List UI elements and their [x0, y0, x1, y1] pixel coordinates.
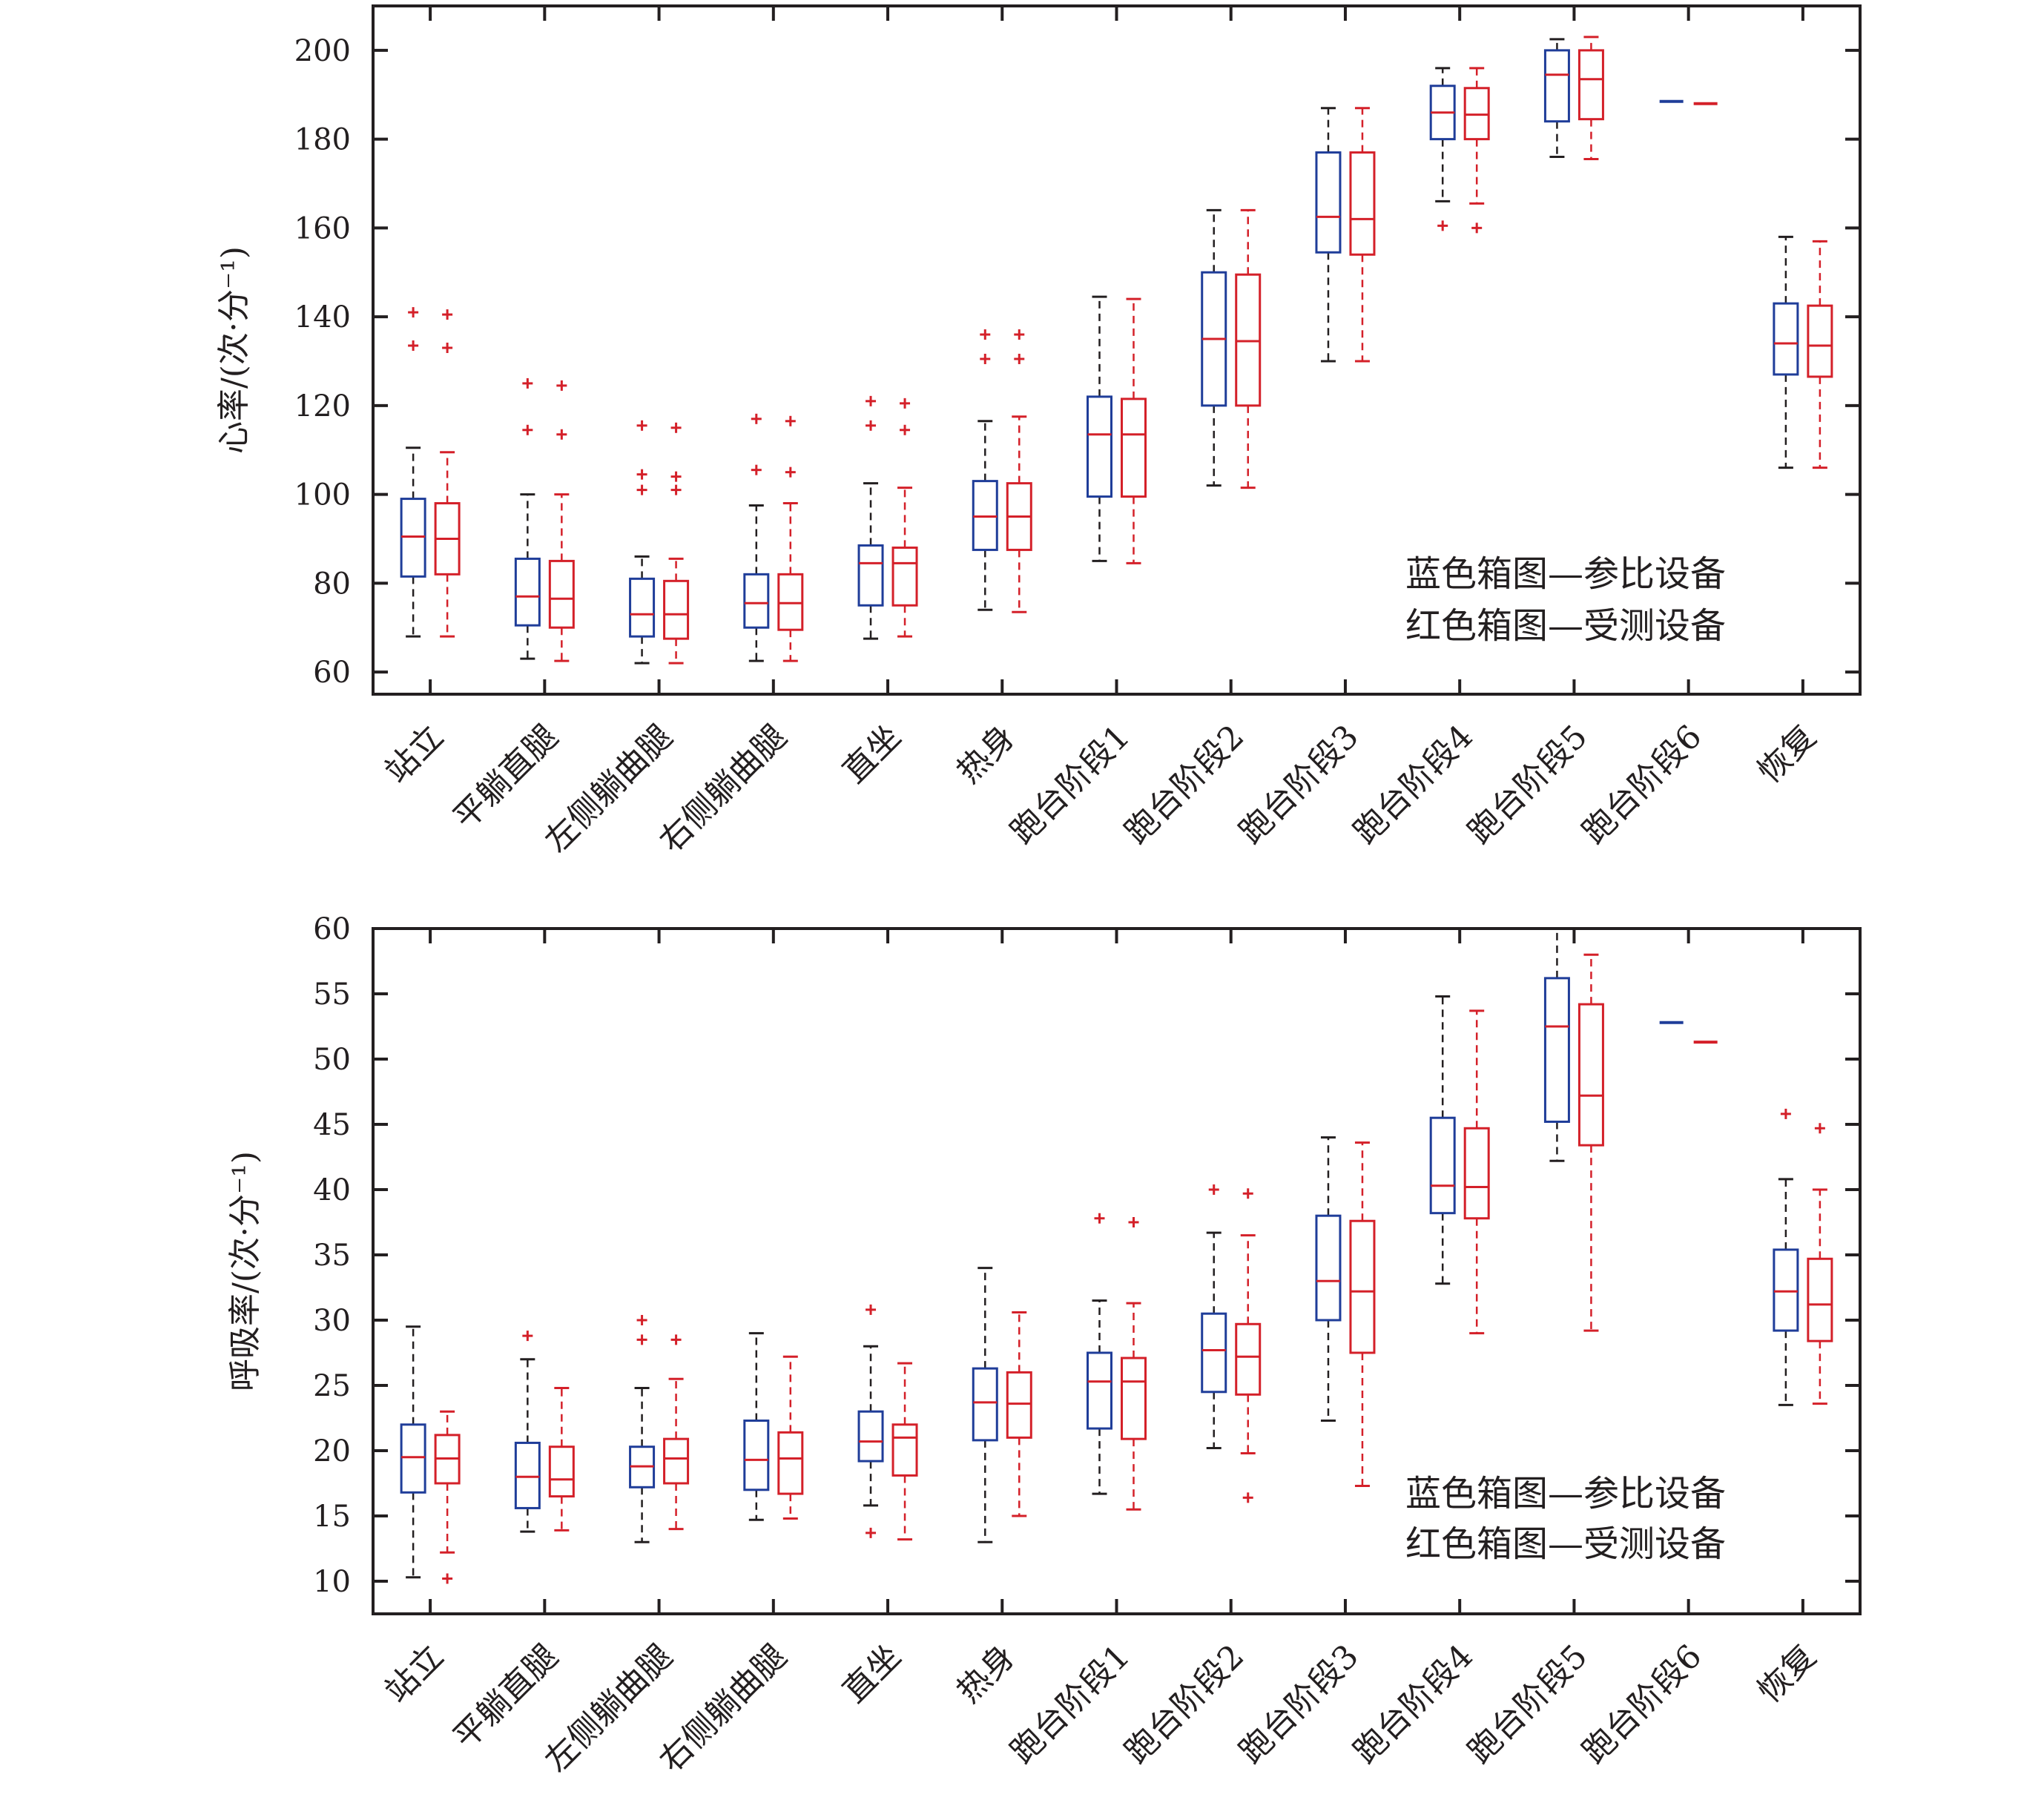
box-iqr — [1543, 49, 1570, 123]
box-iqr — [1463, 1127, 1490, 1220]
x-category-label: 平躺直腿 — [446, 718, 566, 837]
box-iqr — [857, 544, 884, 607]
y-tick-label: 45 — [313, 1108, 351, 1142]
x-category-label: 跑台阶段2 — [1118, 718, 1251, 851]
y-tick-label: 60 — [313, 912, 351, 946]
x-category-label: 跑台阶段6 — [1575, 718, 1709, 851]
box-iqr — [1577, 49, 1604, 121]
x-category-label: 跑台阶段3 — [1232, 718, 1365, 851]
series-reference — [400, 927, 1799, 1579]
box-iqr — [777, 1431, 804, 1495]
y-tick-label: 55 — [313, 978, 351, 1012]
x-category-label: 跑台阶段1 — [1003, 718, 1137, 851]
box-iqr — [663, 579, 690, 640]
box-iqr — [891, 546, 918, 607]
box-iqr — [1315, 1214, 1342, 1322]
box-iqr — [1087, 395, 1112, 498]
y-tick-label: 140 — [294, 300, 351, 334]
y-tick-label: 120 — [294, 389, 351, 423]
box-iqr — [663, 1437, 690, 1485]
y-axis-title: 心率/(次·分⁻¹) — [215, 246, 253, 454]
box-iqr — [972, 1367, 998, 1442]
box-iqr — [743, 1420, 770, 1491]
y-tick-label: 100 — [294, 478, 351, 512]
x-category-label: 热身 — [950, 718, 1023, 791]
box-iqr — [1807, 304, 1833, 378]
box-iqr — [1807, 1257, 1833, 1342]
box-iqr — [1773, 302, 1799, 376]
box-iqr — [891, 1423, 918, 1477]
box-iqr — [514, 1441, 541, 1509]
x-category-label: 平躺直腿 — [446, 1638, 566, 1757]
y-tick-label: 40 — [313, 1173, 351, 1207]
y-tick-label: 160 — [294, 211, 351, 245]
box-iqr — [1315, 151, 1342, 254]
legend-entry: 蓝色箱图—参比设备 — [1405, 553, 1726, 595]
x-category-label: 跑台阶段2 — [1118, 1638, 1251, 1771]
y-tick-label: 180 — [294, 123, 351, 157]
y-tick-label: 10 — [313, 1565, 351, 1599]
series-reference — [400, 38, 1799, 665]
series-test — [434, 36, 1833, 665]
box-iqr — [1087, 1351, 1112, 1430]
box-iqr — [1773, 1248, 1799, 1332]
box-iqr — [1349, 1219, 1376, 1354]
y-tick-label: 25 — [313, 1369, 351, 1403]
box-iqr — [548, 559, 575, 629]
legend-entry: 红色箱图—受测设备 — [1405, 605, 1726, 647]
box-iqr — [629, 577, 656, 638]
box-iqr — [514, 557, 541, 627]
box-iqr — [1577, 1003, 1604, 1147]
y-tick-label: 15 — [313, 1500, 351, 1534]
x-category-label: 跑台阶段4 — [1347, 718, 1480, 851]
x-category-label: 直坐 — [836, 1638, 909, 1710]
box-iqr — [1201, 1312, 1227, 1394]
x-category-label: 站立 — [378, 1638, 451, 1710]
box-iqr — [548, 1445, 575, 1498]
y-tick-label: 200 — [294, 34, 351, 68]
y-tick-label: 50 — [313, 1043, 351, 1077]
x-category-label: 跑台阶段1 — [1003, 1638, 1137, 1771]
box-iqr — [1349, 151, 1376, 256]
series-test — [434, 953, 1833, 1584]
y-tick-label: 30 — [313, 1304, 351, 1338]
box-iqr — [1235, 1322, 1262, 1396]
legend-entry: 蓝色箱图—参比设备 — [1405, 1473, 1726, 1514]
legend-entry: 红色箱图—受测设备 — [1405, 1523, 1726, 1565]
y-tick-label: 80 — [313, 567, 351, 601]
x-category-label: 跑台阶段6 — [1575, 1638, 1709, 1771]
x-category-label: 热身 — [950, 1638, 1023, 1710]
box-iqr — [1429, 1116, 1456, 1215]
heart-rate-boxplot: 6080100120140160180200心率/(次·分⁻¹)站立平躺直腿左侧… — [215, 4, 1862, 860]
x-category-label: 跑台阶段5 — [1461, 718, 1595, 851]
box-iqr — [400, 1423, 426, 1494]
box-iqr — [1121, 1356, 1147, 1440]
x-category-label: 恢复 — [1750, 718, 1823, 791]
x-category-label: 跑台阶段3 — [1232, 1638, 1365, 1771]
respiration-rate-boxplot: 1015202530354045505560呼吸率/(次·分⁻¹)站立平躺直腿左… — [226, 912, 1862, 1779]
x-category-label: 跑台阶段5 — [1461, 1638, 1595, 1771]
y-axis-title: 呼吸率/(次·分⁻¹) — [226, 1151, 264, 1391]
y-tick-label: 35 — [313, 1239, 351, 1273]
box-iqr — [1006, 1371, 1032, 1439]
box-iqr — [1121, 398, 1147, 498]
y-tick-label: 20 — [313, 1434, 351, 1468]
x-category-label: 直坐 — [836, 718, 909, 791]
y-tick-label: 60 — [313, 656, 351, 690]
box-iqr — [857, 1410, 884, 1463]
box-iqr — [743, 573, 770, 629]
x-category-label: 跑台阶段4 — [1347, 1638, 1480, 1771]
x-category-label: 恢复 — [1750, 1638, 1823, 1710]
box-iqr — [1543, 977, 1570, 1123]
x-category-label: 站立 — [378, 718, 451, 791]
